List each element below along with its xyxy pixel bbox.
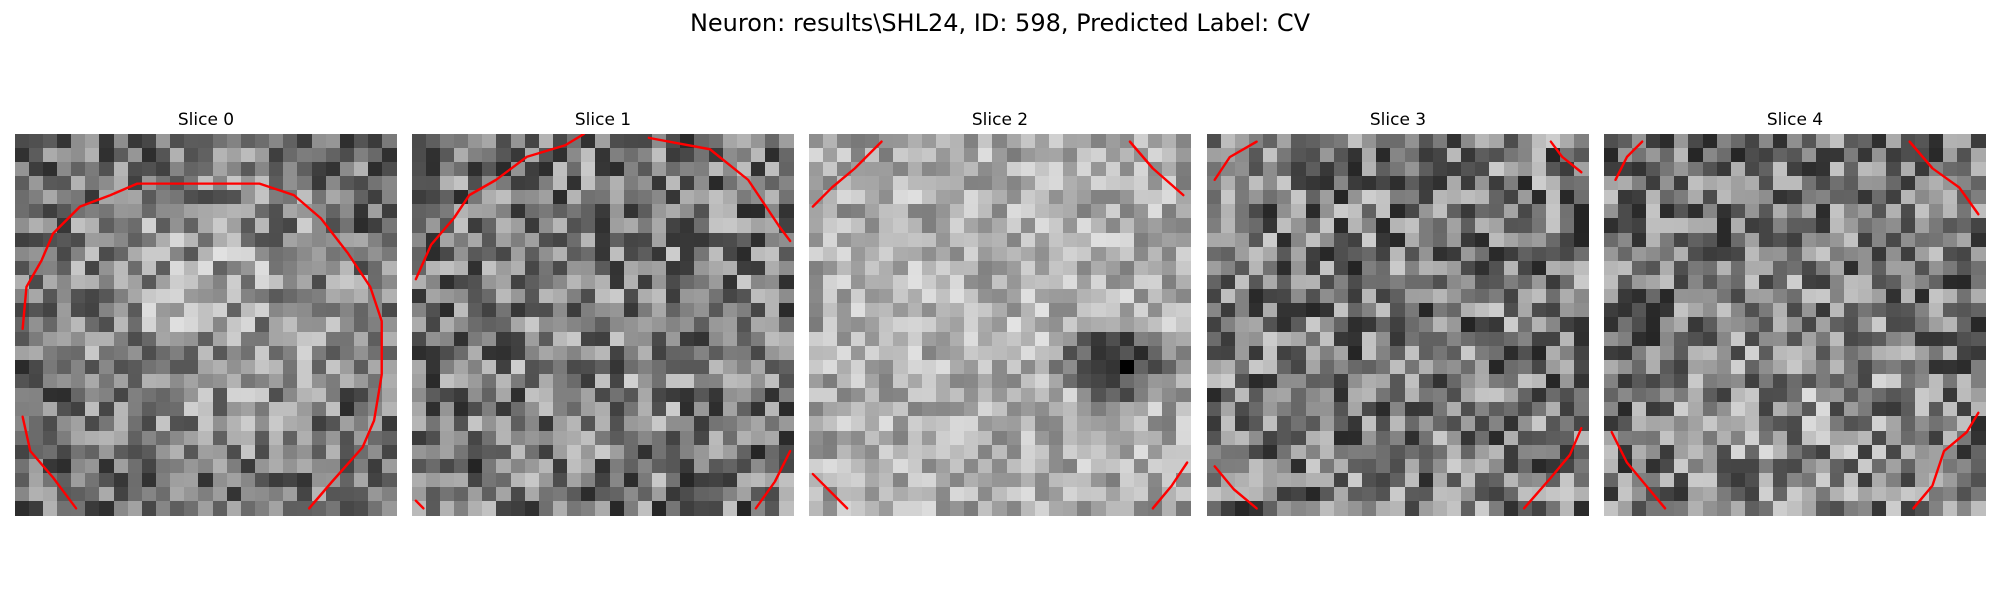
slice-0-title: Slice 0 [177, 110, 235, 130]
slice-4-title: Slice 4 [1766, 110, 1824, 130]
slice-4-image [1604, 134, 1986, 516]
slice-2-title: Slice 2 [971, 110, 1029, 130]
slice-1-title: Slice 1 [574, 110, 632, 130]
slice-2-image [809, 134, 1191, 516]
slice-3-image [1207, 134, 1589, 516]
figure-title: Neuron: results\SHL24, ID: 598, Predicte… [689, 9, 1311, 37]
slice-3-title: Slice 3 [1369, 110, 1427, 130]
slice-1-image [412, 134, 794, 516]
slice-0-image [15, 134, 397, 516]
